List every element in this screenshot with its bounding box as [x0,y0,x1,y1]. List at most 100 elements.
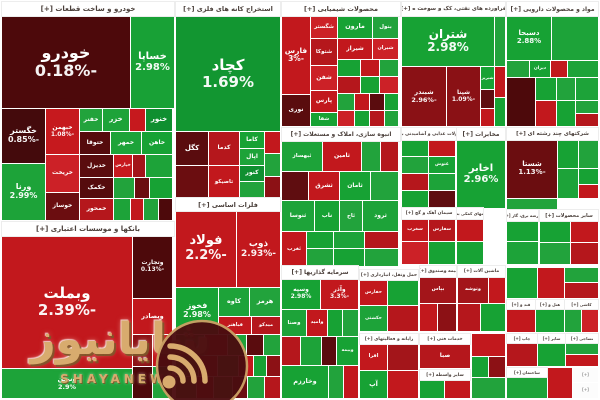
stock-tile[interactable] [247,335,263,355]
stock-tile-oil-products[interactable]: شبندر -2.96% [402,67,446,126]
stock-tile-chemicals[interactable]: شفا [311,113,337,126]
stock-tile[interactable] [402,157,428,173]
stock-tile-banks[interactable]: وتجارت -0.13% [133,236,172,298]
stock-tile[interactable] [579,169,598,184]
stock-tile[interactable] [334,232,364,248]
stock-tile[interactable] [144,199,158,220]
stock-tile[interactable] [265,154,280,176]
stock-tile[interactable] [133,335,152,366]
stock-tile[interactable] [254,356,266,376]
stock-tile[interactable] [380,77,398,93]
stock-tile[interactable] [420,380,444,398]
stock-tile[interactable] [233,377,247,398]
stock-tile[interactable] [565,268,598,282]
sector-header-other-products[interactable]: سایر محصولات [+] [540,210,598,221]
stock-tile[interactable] [265,132,280,153]
stock-tile-automotive[interactable]: خدیزل [80,155,113,177]
stock-tile[interactable] [338,60,360,76]
stock-tile[interactable] [388,306,418,331]
stock-tile-multi-sector[interactable]: شستا -1.13% [507,140,557,198]
stock-tile[interactable] [495,16,505,66]
stock-tile[interactable] [282,172,308,200]
stock-tile-chemicals[interactable]: شتوکا [311,39,337,65]
stock-tile[interactable] [385,111,398,126]
sector-header-other-intermediation[interactable]: سایر واسطه [+] [420,370,470,380]
stock-tile-chemicals[interactable]: بنول [373,16,398,38]
stock-tile[interactable] [328,310,342,336]
stock-tile-real-estate[interactable]: ثغرب [282,232,306,266]
stock-tile[interactable] [131,199,143,220]
stock-tile[interactable] [239,356,253,376]
stock-tile[interactable] [214,377,232,398]
sector-header-sugar[interactable]: قند و [+] [507,300,535,309]
stock-tile[interactable] [568,61,598,77]
stock-tile[interactable] [565,309,581,332]
stock-tile[interactable] [355,94,369,110]
stock-tile-chemicals[interactable]: شیراز [338,39,372,59]
stock-tile[interactable] [362,141,380,171]
stock-tile-automotive[interactable]: ورنا 2.99% [2,164,45,220]
sector-header-technical-services[interactable]: خدمات فنی [+] [420,334,470,344]
stock-tile[interactable] [150,178,172,198]
stock-tile-machinery[interactable]: وتوشه [458,277,488,303]
stock-tile-metal-ores[interactable]: کاما [240,132,264,148]
stock-tile-metal-ores[interactable]: تاصیکو [209,166,239,198]
stock-tile[interactable] [371,172,398,200]
stock-tile[interactable] [582,309,598,332]
stock-tile[interactable] [402,174,428,190]
stock-tile-real-estate[interactable]: ثشرق [309,172,339,200]
stock-tile[interactable] [576,78,598,100]
stock-tile[interactable] [338,94,354,110]
stock-tile-real-estate[interactable]: ثاج [340,201,362,231]
stock-tile[interactable] [114,178,134,198]
stock-tile[interactable] [159,199,172,220]
stock-tile[interactable] [265,377,280,398]
stock-tile-chemicals[interactable]: مارون [338,16,372,38]
stock-tile[interactable] [240,182,264,198]
stock-tile[interactable] [322,337,336,365]
stock-tile[interactable] [402,140,428,156]
stock-tile[interactable] [557,78,575,100]
stock-tile[interactable] [388,371,418,398]
stock-tile[interactable] [370,94,384,110]
stock-tile[interactable] [361,77,379,93]
sector-header-multi-sector[interactable]: شرکتهای چند رشته ای [+] [507,128,598,140]
stock-tile-metal-ores[interactable]: اپال [240,149,264,165]
sector-header-cement[interactable]: سیمان آهک و گچ [+] [402,208,456,219]
stock-tile-transportation[interactable]: حکشتی [360,306,387,331]
sector-header-telecom[interactable]: مخابرات [+] [457,128,505,140]
stock-tile[interactable] [472,334,505,356]
stock-tile[interactable] [507,221,538,241]
stock-tile-telecom[interactable]: اخابر 2.96% [457,140,505,208]
stock-tile[interactable] [228,335,246,355]
sector-header-it-activities[interactable]: رایانه و فعالیتهای [+] [360,334,418,344]
stock-tile-investments[interactable]: وآذر -3.3% [321,279,358,309]
stock-tile-automotive[interactable]: خمحور [80,199,113,220]
sector-header-metal-ores[interactable]: استخراج کانه های فلزی [+] [176,2,280,16]
sector-header-pharma[interactable]: مواد و محصولات دارویی [+] [507,2,598,16]
stock-tile-metal-ores[interactable]: کچاد 1.69% [176,16,280,131]
stock-tile[interactable] [264,335,280,355]
stock-tile-basic-metals[interactable]: ذوب -2.93% [237,211,280,287]
stock-tile[interactable] [472,357,488,377]
stock-tile-chemicals[interactable]: شگستر [311,16,337,38]
stock-tile[interactable] [429,140,455,156]
stock-tile[interactable] [133,155,145,177]
stock-tile-investments[interactable]: وسپه 2.98% [282,279,320,309]
stock-tile-banks[interactable]: وبملت -2.39% [2,236,132,368]
sector-header-printing[interactable]: چاپ [+] [507,334,537,343]
stock-tile[interactable] [579,185,598,198]
stock-tile[interactable] [307,232,333,248]
stock-tile[interactable] [507,199,557,209]
stock-tile[interactable] [495,98,505,126]
stock-tile[interactable] [135,178,149,198]
stock-tile[interactable] [385,94,398,110]
stock-tile[interactable] [176,166,208,198]
stock-tile-cement[interactable]: سفارس [429,219,455,241]
sector-header-transportation[interactable]: حمل ونقل، انبارداری [+] [360,270,418,280]
stock-tile[interactable] [133,367,152,398]
stock-tile-banks[interactable]: ونوین 2.9% [2,369,132,398]
stock-tile[interactable] [365,232,398,248]
sector-header-machinery[interactable]: ماشین آلات [+] [458,266,505,277]
stock-tile[interactable] [558,169,578,198]
